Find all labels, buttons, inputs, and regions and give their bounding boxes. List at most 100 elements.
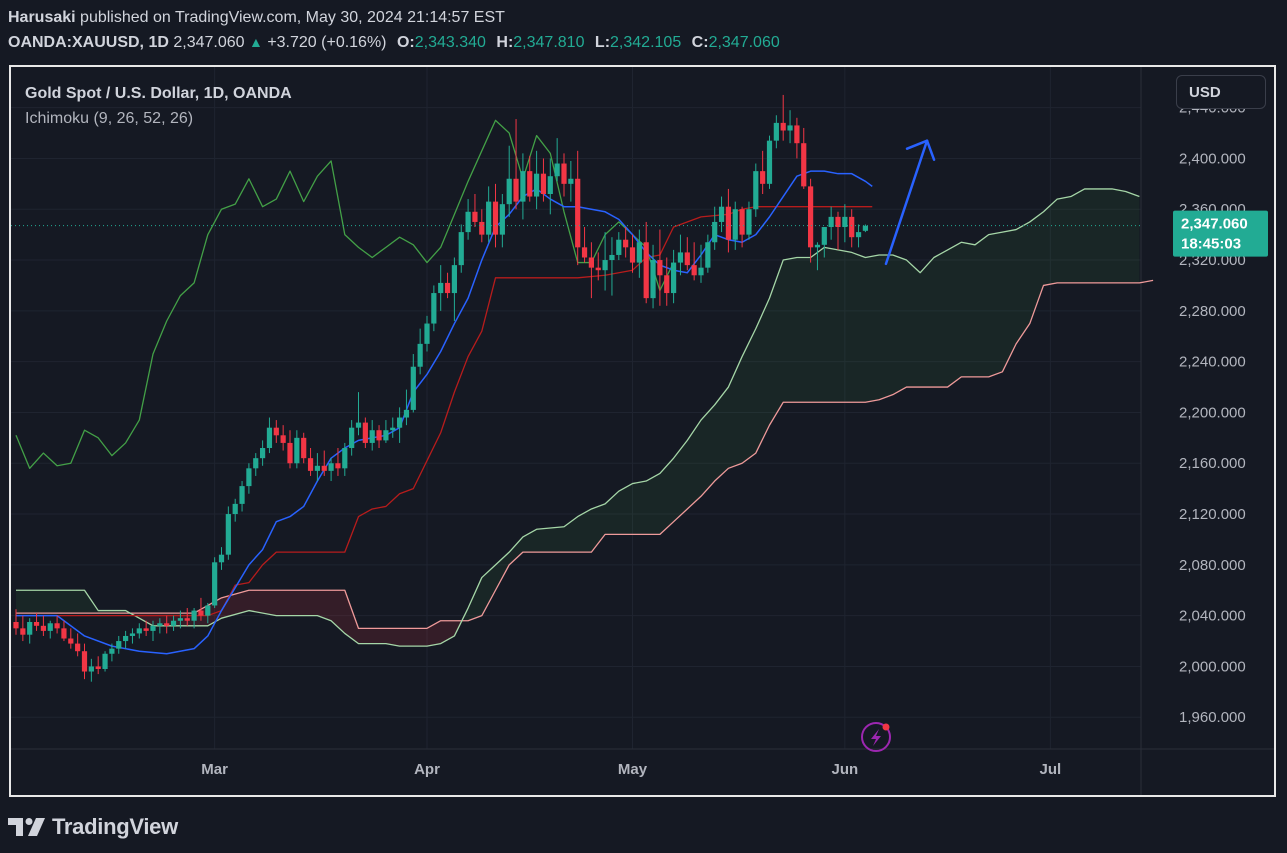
price-label: 2,347.060 18:45:03: [1173, 210, 1268, 257]
candle-body: [718, 206, 725, 222]
candle-body: [170, 620, 177, 626]
price-label-countdown: 18:45:03: [1181, 236, 1241, 253]
candle-body: [739, 209, 745, 235]
price-change: +3.720 (+0.16%): [267, 34, 387, 51]
candle-body: [136, 628, 142, 634]
candle-body: [88, 666, 94, 672]
candle-body: [431, 293, 437, 324]
candle-body: [581, 247, 588, 258]
candle-body: [842, 216, 848, 228]
chart-legend: Gold Spot / U.S. Dollar, 1D, OANDA Ichim…: [25, 81, 292, 131]
candle-body: [602, 260, 608, 271]
candle-body: [266, 427, 273, 449]
candle-body: [157, 623, 163, 626]
candle-body: [698, 267, 704, 276]
legend-indicator[interactable]: Ichimoku (9, 26, 52, 26): [25, 110, 194, 127]
candle-body: [753, 171, 759, 210]
ohlc-line: OANDA:XAUUSD, 1D 2,347.060 ▲ +3.720 (+0.…: [8, 30, 1279, 54]
author-name[interactable]: Harusaki: [8, 9, 76, 26]
candle-body: [691, 265, 697, 276]
candle-body: [246, 468, 252, 487]
published-text: published on TradingView.com, May 30, 20…: [80, 9, 505, 26]
last-price: 2,347.060: [173, 34, 245, 51]
candle-body: [33, 621, 40, 626]
candle-body: [40, 625, 46, 631]
candle-body: [849, 216, 855, 238]
candle-body: [20, 628, 26, 635]
candle-body: [13, 621, 19, 629]
candle-body: [677, 252, 684, 263]
low-label: L:: [594, 34, 611, 51]
time-tick-label: May: [618, 761, 648, 778]
candle-body: [760, 171, 766, 184]
candle-body: [773, 122, 779, 141]
candle-body: [225, 514, 231, 555]
candle-body: [383, 430, 389, 441]
cloud-segment: [16, 590, 130, 614]
low-value: 2,342.105: [610, 34, 682, 51]
candle-body: [218, 554, 225, 563]
candle-body: [273, 427, 279, 436]
legend-title[interactable]: Gold Spot / U.S. Dollar, 1D, OANDA: [25, 85, 292, 102]
price-tick-label: 2,000.000: [1179, 658, 1246, 675]
price-tick-label: 2,160.000: [1179, 455, 1246, 472]
high-value: 2,347.810: [513, 34, 585, 51]
candle-body: [801, 143, 807, 187]
candle-body: [287, 442, 293, 464]
candle-body: [260, 448, 266, 459]
candle-body: [342, 448, 348, 469]
candle-body: [458, 232, 464, 266]
candle-body: [527, 171, 533, 197]
senkou-span-b-line: [16, 279, 1154, 629]
price-chart[interactable]: 1,960.000 2,000.000 2,040.000 2,080.000 2,12…: [11, 67, 1274, 795]
kijun-sen-line: [16, 206, 873, 617]
candle-body: [75, 643, 81, 652]
candle-body: [116, 641, 122, 649]
candle-body: [554, 163, 560, 177]
candle-body: [205, 605, 211, 616]
lightning-bolt: [871, 729, 881, 746]
candle-body: [81, 651, 88, 672]
candle-body: [787, 125, 793, 131]
chart-container[interactable]: Gold Spot / U.S. Dollar, 1D, OANDA Ichim…: [9, 65, 1276, 797]
lightning-circle: [861, 722, 891, 752]
candle-body: [198, 610, 204, 616]
candle-body: [766, 140, 773, 184]
price-tick-label: 2,240.000: [1179, 354, 1246, 371]
candle-body: [636, 242, 642, 263]
candle-body: [499, 204, 505, 235]
candle-body: [369, 430, 375, 443]
candle-body: [232, 503, 238, 515]
candle-body: [424, 323, 430, 344]
candle-body: [684, 252, 690, 266]
candle-body: [650, 260, 656, 299]
candle-body: [397, 417, 403, 428]
candle-body: [212, 562, 218, 606]
candle-body: [403, 409, 410, 418]
arrow-shaft: [884, 139, 929, 266]
candle-body: [855, 232, 862, 238]
candle-body: [828, 216, 834, 228]
candle-body: [547, 176, 553, 195]
candle-body: [150, 625, 156, 631]
close-value: 2,347.060: [708, 34, 780, 51]
tradingview-logo[interactable]: TradingView: [8, 812, 178, 842]
candle-body: [314, 465, 320, 471]
arrow-head: [905, 139, 936, 161]
candle-body: [588, 257, 594, 268]
candle-body: [486, 201, 492, 235]
senkou-span-a-line: [16, 188, 1140, 647]
candle-body: [444, 282, 451, 294]
lightning-icon[interactable]: [861, 722, 891, 752]
candle-body: [821, 227, 827, 245]
currency-button[interactable]: USD: [1176, 75, 1266, 109]
price-tick-label: 1,960.000: [1179, 709, 1246, 726]
candle-body: [534, 173, 540, 197]
up-triangle-icon: ▲: [249, 34, 263, 50]
candle-body: [780, 122, 786, 131]
candle-body: [712, 221, 718, 243]
candle-body: [623, 239, 629, 248]
candlesticks: [13, 94, 868, 682]
candle-body: [479, 221, 485, 235]
candle-body: [191, 610, 197, 621]
